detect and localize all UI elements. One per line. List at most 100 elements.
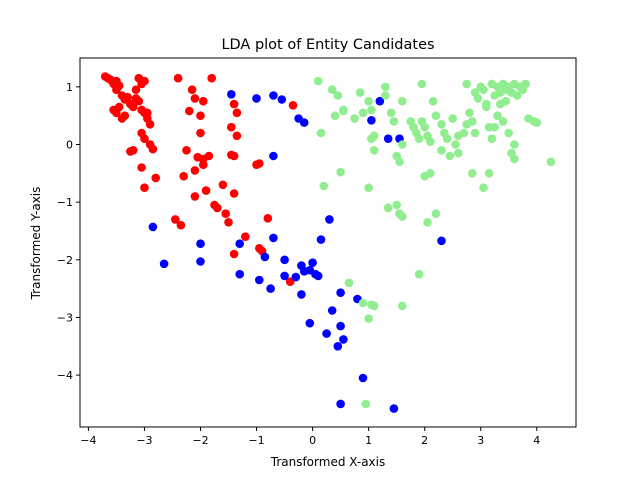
scatter-point <box>398 96 407 106</box>
scatter-point <box>316 235 326 244</box>
scatter-point <box>148 144 158 154</box>
scatter-point <box>369 146 379 155</box>
scatter-point <box>487 134 497 143</box>
scatter-point <box>479 85 488 94</box>
scatter-point <box>269 233 278 243</box>
scatter-point <box>442 134 452 143</box>
scatter-point <box>229 249 239 259</box>
y-tick-label: −3 <box>57 311 73 324</box>
scatter-point <box>229 99 239 109</box>
scatter-point <box>327 85 337 94</box>
scatter-point <box>428 96 438 106</box>
scatter-point <box>140 134 149 143</box>
scatter-point <box>364 314 373 323</box>
scatter-point <box>227 90 236 99</box>
scatter-point <box>148 222 158 232</box>
scatter-point <box>196 257 205 266</box>
scatter-point <box>224 218 233 227</box>
scatter-point <box>185 106 194 116</box>
scatter-point <box>140 183 149 192</box>
y-axis-label: Transformed Y-axis <box>29 187 43 301</box>
scatter-point <box>190 192 200 201</box>
points-layer <box>100 72 556 413</box>
scatter-point <box>182 146 191 155</box>
scatter-point <box>221 209 230 218</box>
scatter-point <box>333 91 343 100</box>
x-axis-label: Transformed X-axis <box>270 455 386 469</box>
scatter-point <box>510 140 519 149</box>
scatter-point <box>254 275 264 285</box>
scatter-point <box>398 212 407 221</box>
scatter-point <box>109 105 118 115</box>
scatter-point <box>266 284 275 293</box>
scatter-point <box>381 91 390 100</box>
scatter-point <box>420 122 430 132</box>
scatter-point <box>151 173 160 183</box>
scatter-point <box>417 79 427 89</box>
scatter-point <box>482 102 491 112</box>
scatter-point <box>260 252 270 262</box>
x-tick-label: 2 <box>421 434 428 447</box>
x-axis: −4 −3 −2 −1 0 1 2 3 4 <box>80 427 540 447</box>
scatter-point <box>493 111 502 120</box>
scatter-point <box>137 163 146 172</box>
scatter-point <box>145 120 155 129</box>
scatter-point <box>498 117 508 126</box>
y-tick-label: −4 <box>57 369 73 382</box>
scatter-point <box>333 342 343 351</box>
scatter-point <box>462 79 472 89</box>
scatter-point <box>358 298 368 308</box>
scatter-point <box>468 117 477 126</box>
scatter-point <box>437 146 446 155</box>
scatter-point <box>448 114 458 123</box>
scatter-point <box>128 102 138 112</box>
scatter-point <box>196 239 205 248</box>
scatter-point <box>445 151 455 161</box>
scatter-point <box>426 169 435 178</box>
scatter-point <box>414 134 424 143</box>
scatter-point <box>339 335 348 344</box>
scatter-point <box>465 108 474 118</box>
x-tick-label: 0 <box>309 434 316 447</box>
scatter-point <box>364 96 373 106</box>
scatter-point <box>190 166 200 175</box>
scatter-point <box>395 157 404 167</box>
scatter-point <box>392 200 402 210</box>
scatter-point <box>389 117 399 126</box>
scatter-point <box>426 137 435 146</box>
scatter-point <box>299 118 309 127</box>
scatter-point <box>339 106 348 116</box>
scatter-point <box>437 120 446 129</box>
scatter-point <box>319 181 329 191</box>
y-tick-label: 1 <box>66 81 73 94</box>
scatter-point <box>532 118 542 127</box>
scatter-point <box>229 189 239 198</box>
scatter-point <box>232 108 242 118</box>
scatter-point <box>490 122 500 132</box>
scatter-point <box>128 146 138 155</box>
scatter-point <box>134 96 144 106</box>
scatter-point <box>269 151 278 161</box>
scatter-point <box>546 157 556 167</box>
scatter-point <box>383 134 393 143</box>
scatter-point <box>229 151 239 161</box>
scatter-point <box>367 116 376 125</box>
scatter-point <box>171 215 180 224</box>
scatter-point <box>140 76 149 86</box>
scatter-point <box>431 209 441 218</box>
scatter-point <box>468 169 477 178</box>
scatter-point <box>322 329 331 338</box>
y-axis: 1 0 −1 −2 −3 −4 <box>57 81 80 382</box>
scatter-point <box>196 128 205 138</box>
scatter-point <box>280 255 289 265</box>
x-tick-label: 3 <box>477 434 484 447</box>
scatter-point <box>355 88 365 97</box>
scatter-point <box>204 151 214 161</box>
scatter-point <box>361 399 371 409</box>
scatter-point <box>232 131 242 141</box>
scatter-point <box>358 108 368 118</box>
scatter-point <box>263 214 273 223</box>
scatter-point <box>316 128 326 138</box>
scatter-point <box>367 105 376 115</box>
scatter-point <box>350 114 359 123</box>
